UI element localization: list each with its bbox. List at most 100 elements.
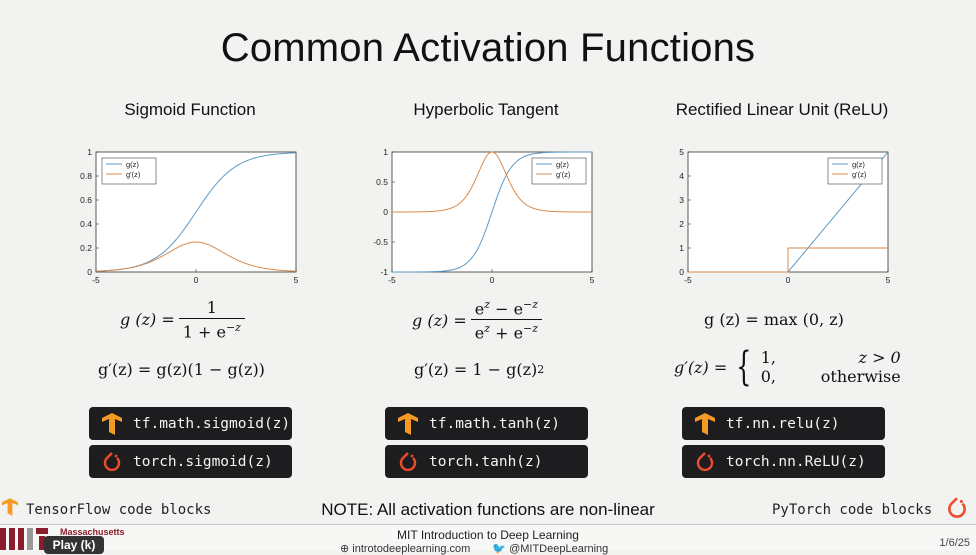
series-line-g'(z)	[95, 241, 297, 272]
tanh-title: Hyperbolic Tangent	[413, 100, 559, 119]
sigmoid-derivative: g′(z) = g(z)(1 − g(z))	[98, 360, 265, 379]
nonlinear-note: NOTE: All activation functions are non-l…	[321, 500, 655, 519]
tanh-derivative-text: g′(z) = 1 − g(z)	[414, 360, 538, 379]
torch-tanh-code[interactable]: torch.tanh(z)	[385, 445, 588, 478]
relu-derivative: g′(z) = { 1, z > 0 0, otherwise	[674, 344, 901, 390]
sigmoid-plot: 0 0.2 0.4 0.6 0.8 1 -5 0 5 g(z) g'(z)	[70, 147, 310, 288]
x-tick-label: 0	[194, 275, 199, 285]
pytorch-legend-icon	[946, 496, 968, 525]
legend-box	[101, 157, 157, 185]
sigmoid-formula: g (z) = 1 1 + e−z	[120, 298, 249, 341]
series-line-g(z)	[392, 151, 592, 273]
tensorflow-icon	[694, 412, 716, 435]
legend-label: g'(z)	[852, 170, 867, 179]
y-tick-label: 1	[87, 147, 92, 157]
case-cond-0: otherwise	[820, 367, 901, 386]
relu-cases: 1, z > 0 0, otherwise	[761, 348, 901, 386]
y-tick-label: 0	[383, 207, 388, 217]
x-tick-label: -5	[388, 275, 396, 285]
relu-derivative-lhs: g′(z) =	[674, 357, 728, 377]
y-tick-label: 0.4	[80, 219, 92, 229]
case-value-1: 1,	[760, 348, 776, 367]
tf-relu-code[interactable]: tf.nn.relu(z)	[682, 407, 885, 440]
tanh-formula-lhs: g (z) =	[412, 310, 467, 330]
sigmoid-formula-lhs: g (z) =	[120, 310, 175, 330]
y-tick-label: 0.6	[80, 195, 92, 205]
sigmoid-formula-numerator: 1	[206, 298, 217, 317]
tanh-derivative: g′(z) = 1 − g(z) 2	[414, 360, 545, 379]
tf-sigmoid-code[interactable]: tf.math.sigmoid(z)	[89, 407, 292, 440]
tf-relu-label: tf.nn.relu(z)	[726, 415, 840, 432]
relu-formula: g (z) = max (0, z)	[704, 310, 844, 329]
tf-tanh-label: tf.math.tanh(z)	[429, 415, 560, 432]
y-tick-label: 0	[679, 267, 684, 277]
torch-relu-label: torch.nn.ReLU(z)	[726, 453, 866, 470]
tensorflow-icon	[101, 412, 123, 435]
tanh-formula-denominator: e	[474, 323, 485, 343]
torch-sigmoid-label: torch.sigmoid(z)	[133, 453, 273, 470]
pytorch-legend-label: PyTorch code blocks	[772, 502, 933, 518]
tanh-plot: -1 -0.5 0 0.5 1 -5 0 5 g(z) g'(z)	[366, 147, 606, 288]
tensorflow-legend-label: TensorFlow code blocks	[26, 502, 212, 518]
institution-label: Massachusetts	[60, 527, 125, 537]
torch-sigmoid-code[interactable]: torch.sigmoid(z)	[89, 445, 292, 478]
x-tick-label: -5	[684, 275, 692, 285]
x-tick-label: -5	[92, 275, 100, 285]
slide-date: 1/6/25	[939, 537, 970, 549]
y-tick-label: 1	[383, 147, 388, 157]
play-button[interactable]: Play (k)	[44, 536, 104, 554]
y-tick-label: 0.8	[80, 171, 92, 181]
twitter-link[interactable]: 🐦 @MITDeepLearning	[492, 542, 608, 555]
series-line-g'(z)	[392, 151, 592, 213]
pytorch-icon	[694, 451, 716, 473]
relu-plot: 0 1 2 3 4 5 -5 0 5 g(z) g'(z)	[662, 147, 902, 288]
tensorflow-legend-icon	[2, 496, 18, 523]
mit-logo	[0, 528, 48, 550]
sigmoid-formula-denominator: 1 + e	[182, 322, 226, 342]
y-tick-label: 0.5	[376, 177, 388, 187]
legend-box	[531, 157, 587, 185]
torch-tanh-label: torch.tanh(z)	[429, 453, 543, 470]
slide-title: Common Activation Functions	[220, 26, 756, 70]
y-tick-label: 5	[679, 147, 684, 157]
series-line-g'(z)	[688, 247, 888, 273]
legend-box	[827, 157, 883, 185]
pytorch-icon	[397, 451, 419, 473]
tanh-formula-numerator: e	[474, 299, 485, 319]
legend-label: g(z)	[126, 160, 139, 169]
x-tick-label: 0	[786, 275, 791, 285]
torch-relu-code[interactable]: torch.nn.ReLU(z)	[682, 445, 885, 478]
website-text: introtodeeplearning.com	[352, 543, 471, 555]
x-tick-label: 5	[886, 275, 891, 285]
footer-links: ⊕ introtodeeplearning.com 🐦 @MITDeepLear…	[340, 542, 608, 555]
course-title: MIT Introduction to Deep Learning	[397, 528, 579, 542]
tanh-formula: g (z) = ez − e−z ez + e−z	[412, 298, 546, 343]
legend-label: g(z)	[556, 160, 569, 169]
tf-tanh-code[interactable]: tf.math.tanh(z)	[385, 407, 588, 440]
y-tick-label: 2	[679, 219, 684, 229]
x-tick-label: 5	[294, 275, 299, 285]
case-cond-1: z > 0	[858, 348, 901, 367]
legend-label: g'(z)	[126, 170, 141, 179]
slide-footer: MIT Introduction to Deep Learning ⊕ intr…	[0, 524, 976, 555]
twitter-icon: 🐦	[492, 543, 507, 555]
relu-title: Rectified Linear Unit (ReLU)	[675, 100, 889, 119]
y-tick-label: -0.5	[373, 237, 388, 247]
twitter-text: @MITDeepLearning	[509, 543, 609, 555]
y-tick-label: 1	[679, 243, 684, 253]
y-tick-label: -1	[380, 267, 388, 277]
sigmoid-title: Sigmoid Function	[124, 100, 256, 119]
legend-label: g(z)	[852, 160, 865, 169]
brace-symbol: {	[736, 344, 752, 390]
y-tick-label: 4	[679, 171, 684, 181]
pytorch-icon	[101, 451, 123, 473]
website-link[interactable]: ⊕ introtodeeplearning.com	[340, 543, 471, 555]
legend-label: g'(z)	[556, 170, 571, 179]
tf-sigmoid-label: tf.math.sigmoid(z)	[133, 415, 291, 432]
y-tick-label: 0	[87, 267, 92, 277]
x-tick-label: 0	[490, 275, 495, 285]
y-tick-label: 0.2	[80, 243, 92, 253]
x-tick-label: 5	[590, 275, 595, 285]
y-tick-label: 3	[679, 195, 684, 205]
case-value-0: 0,	[760, 367, 776, 386]
